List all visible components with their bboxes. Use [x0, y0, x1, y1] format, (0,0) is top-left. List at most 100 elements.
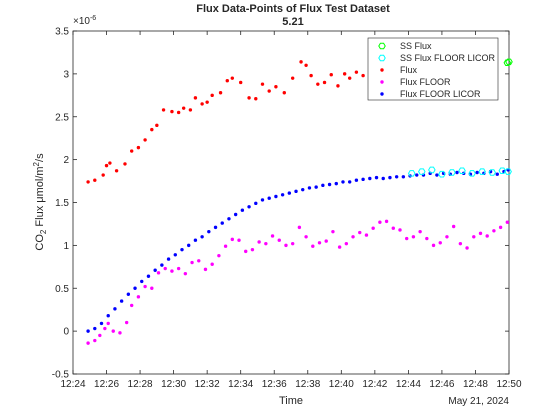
- data-point: [143, 138, 147, 142]
- data-point: [407, 170, 416, 177]
- data-point: [86, 341, 90, 345]
- data-point: [136, 145, 141, 150]
- legend-items: SS Flux SS Flux FLOOR LICOR Flux Flux FLOOR…: [378, 41, 496, 99]
- data-point: [124, 320, 129, 325]
- data-point: [488, 169, 497, 176]
- data-point: [267, 89, 271, 93]
- data-point: [498, 167, 507, 175]
- data-point: [108, 161, 112, 165]
- data-point: [205, 100, 209, 104]
- data-point: [101, 173, 105, 177]
- data-point: [384, 219, 389, 224]
- data-point: [411, 235, 416, 239]
- data-point: [364, 233, 369, 237]
- data-point: [280, 193, 285, 197]
- data-point: [113, 307, 117, 311]
- data-point: [309, 73, 313, 78]
- data-point: [129, 149, 134, 153]
- data-point: [472, 235, 476, 239]
- series-ss-flux-floor-licor: [407, 166, 512, 178]
- y-tick-label: 0: [63, 327, 69, 338]
- legend-box: [367, 37, 499, 101]
- x-tick-label: 12:28: [128, 379, 153, 390]
- data-point: [321, 183, 325, 188]
- data-point: [188, 108, 193, 112]
- data-point: [150, 286, 154, 290]
- legend-marker: [378, 42, 386, 50]
- data-point: [438, 241, 442, 245]
- data-point: [217, 253, 221, 258]
- data-point: [170, 109, 174, 114]
- data-point: [176, 110, 181, 115]
- data-point: [341, 180, 345, 184]
- chart-subtitle: 5.21: [282, 16, 303, 28]
- data-point: [299, 60, 303, 64]
- data-point: [322, 80, 327, 85]
- legend: SS Flux SS Flux FLOOR LICOR Flux Flux FLOOR…: [367, 37, 499, 101]
- data-point: [146, 274, 151, 278]
- data-point: [106, 313, 110, 318]
- data-point: [324, 239, 328, 243]
- data-point: [354, 178, 359, 182]
- data-point: [207, 229, 211, 234]
- data-point: [99, 321, 104, 326]
- x-tick-label: 12:44: [396, 379, 421, 390]
- data-point: [155, 123, 159, 128]
- data-point: [257, 240, 261, 244]
- data-point: [503, 59, 512, 66]
- data-point: [274, 194, 278, 199]
- data-point: [166, 257, 171, 261]
- data-point: [304, 63, 308, 67]
- data-point: [237, 238, 241, 242]
- data-point: [267, 196, 271, 200]
- data-point: [495, 172, 499, 176]
- y-exponent-label: ×10-6: [73, 15, 96, 27]
- data-point: [351, 235, 355, 239]
- data-point: [504, 168, 512, 175]
- data-point: [458, 241, 463, 246]
- data-point: [140, 279, 144, 284]
- data-point: [247, 205, 251, 209]
- data-point: [388, 175, 392, 180]
- data-point: [126, 292, 131, 296]
- data-point: [337, 245, 342, 249]
- data-point: [445, 235, 449, 239]
- data-point: [238, 80, 243, 85]
- data-point: [156, 271, 161, 275]
- data-point: [297, 225, 302, 230]
- data-point: [200, 235, 204, 239]
- data-point: [210, 262, 214, 266]
- data-point: [498, 225, 503, 230]
- legend-marker: [378, 54, 386, 62]
- data-point: [93, 338, 97, 343]
- data-point: [415, 173, 419, 177]
- data-point: [425, 236, 429, 241]
- x-tick-label: 12:48: [463, 379, 488, 390]
- data-point: [161, 108, 166, 112]
- data-point: [428, 166, 436, 174]
- data-point: [170, 269, 174, 273]
- data-point: [398, 228, 402, 232]
- data-point: [287, 191, 292, 195]
- data-point: [254, 201, 258, 206]
- data-point: [173, 253, 177, 257]
- data-point: [227, 217, 231, 221]
- data-point: [106, 321, 110, 326]
- data-point: [371, 226, 375, 230]
- data-point: [478, 231, 483, 236]
- data-point: [304, 235, 308, 239]
- data-point: [160, 263, 164, 267]
- legend-marker: [380, 80, 384, 84]
- data-point: [153, 268, 157, 272]
- legend-label: Flux FLOOR: [400, 77, 451, 87]
- data-point: [264, 241, 268, 246]
- data-point: [93, 326, 97, 331]
- data-point: [301, 187, 305, 192]
- data-point: [290, 76, 295, 80]
- data-point: [230, 237, 235, 242]
- data-point: [187, 243, 191, 248]
- x-tick-label: 12:34: [228, 379, 253, 390]
- data-point: [347, 76, 352, 80]
- x-tick-label: 12:32: [195, 379, 220, 390]
- data-point: [129, 303, 134, 308]
